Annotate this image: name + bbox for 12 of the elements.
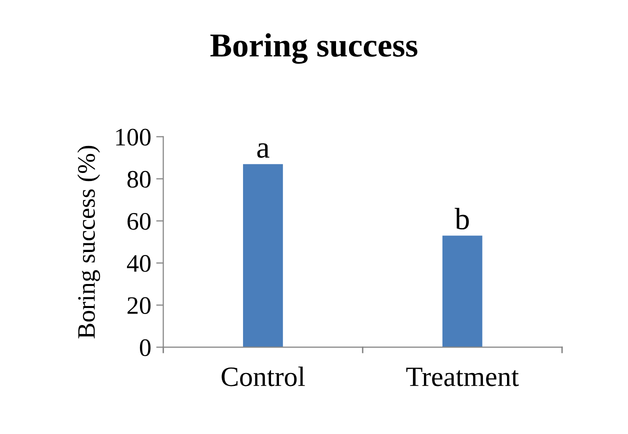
- y-tick-label: 80: [127, 170, 151, 188]
- y-tick-label: 60: [128, 212, 151, 230]
- x-tick-label: Control: [222, 366, 305, 386]
- annotation: a: [257, 143, 270, 158]
- x-tick-label: Treatment: [406, 368, 519, 386]
- annotation: b: [454, 208, 469, 230]
- y-tick-label: 20: [128, 297, 151, 314]
- y-tick-label: 40: [126, 255, 151, 272]
- y-axis-title: Boring success (%): [77, 146, 100, 338]
- y-tick-label: 0: [140, 339, 151, 356]
- y-tick-label: 100: [116, 128, 151, 146]
- chart-title: Boring success: [210, 33, 418, 64]
